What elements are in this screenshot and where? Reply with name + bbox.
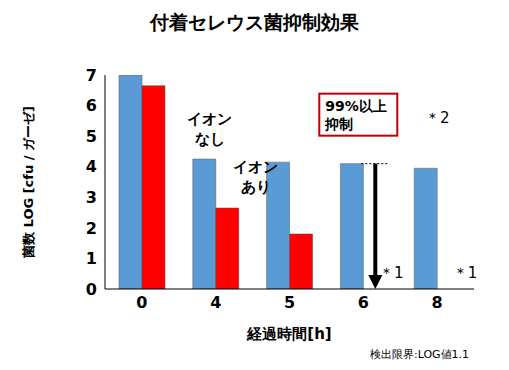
svg-text:4: 4 xyxy=(86,157,97,176)
svg-text:4: 4 xyxy=(210,293,221,312)
svg-text:3: 3 xyxy=(86,188,97,207)
svg-text:なし: なし xyxy=(195,130,225,148)
svg-text:＊1: ＊1 xyxy=(379,264,404,282)
svg-text:2: 2 xyxy=(86,219,97,238)
html-text:検出限界:LOG値1.1: 検出限界:LOG値1.1 xyxy=(370,348,470,361)
svg-text:あり: あり xyxy=(241,178,271,196)
svg-text:6: 6 xyxy=(86,96,97,115)
svg-text:イオン: イオン xyxy=(233,158,278,176)
svg-text:7: 7 xyxy=(86,66,97,85)
svg-text:菌数 LOG [cfu / ガーゼ]: 菌数 LOG [cfu / ガーゼ] xyxy=(21,106,36,259)
svg-text:＊2: ＊2 xyxy=(425,109,450,127)
svg-text:6: 6 xyxy=(358,293,369,312)
svg-text:経過時間[h]: 経過時間[h] xyxy=(246,325,331,343)
svg-text:0: 0 xyxy=(86,280,97,299)
svg-text:＊1: ＊1 xyxy=(453,264,478,282)
svg-text:99%以上: 99%以上 xyxy=(325,98,387,114)
svg-text:0: 0 xyxy=(136,293,147,312)
svg-text:イオン: イオン xyxy=(187,110,232,128)
svg-text:5: 5 xyxy=(86,127,97,146)
svg-text:抑制: 抑制 xyxy=(324,116,353,132)
html-text:付着セレウス菌抑制効果: 付着セレウス菌抑制効果 xyxy=(150,11,359,33)
svg-text:8: 8 xyxy=(432,293,443,312)
svg-text:1: 1 xyxy=(86,249,97,268)
svg-text:5: 5 xyxy=(284,293,295,312)
